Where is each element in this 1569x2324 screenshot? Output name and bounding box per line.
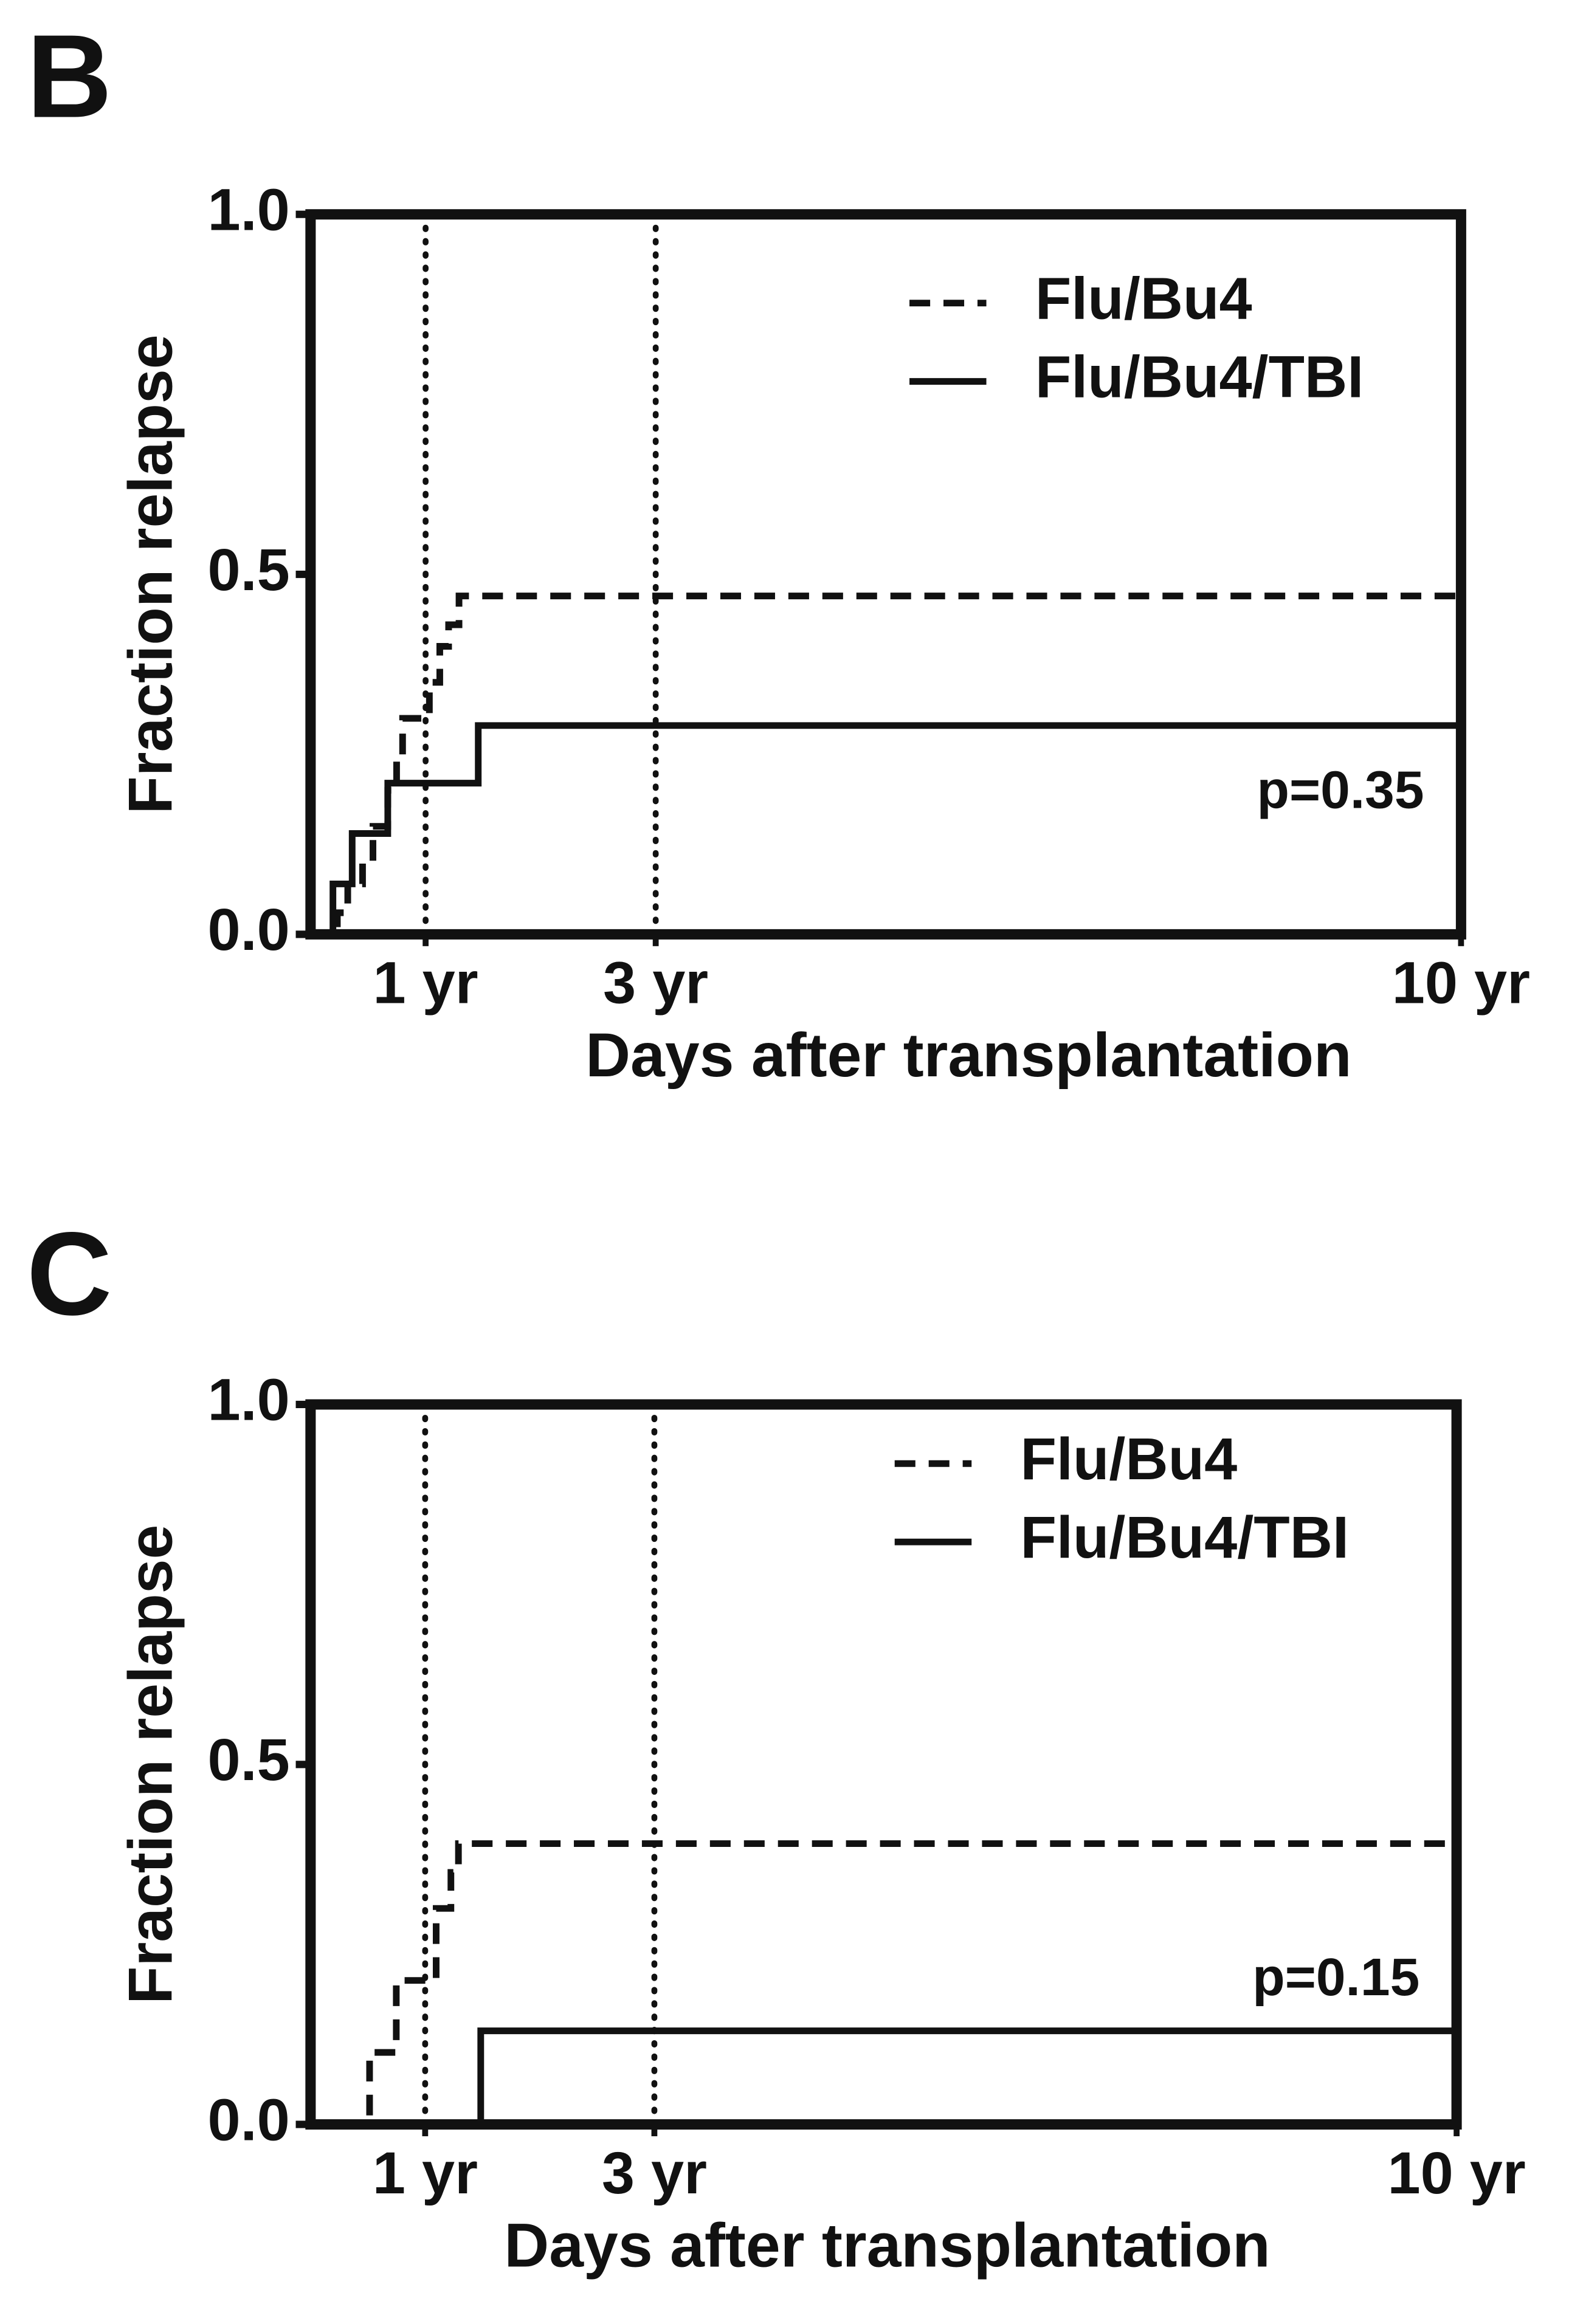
x-axis-label: Days after transplantation — [504, 2210, 1270, 2280]
plot-frame — [305, 1399, 1462, 2130]
y-tick-label: 0.0 — [208, 896, 290, 963]
x-tick-label: 3 yr — [602, 2140, 707, 2206]
panel-letter: B — [27, 10, 112, 142]
annotation: p=0.15 — [1252, 1947, 1419, 2007]
x-tick-label: 10 yr — [1392, 950, 1530, 1016]
legend-label: Flu/Bu4 — [1020, 1426, 1237, 1492]
x-tick-label: 1 yr — [373, 950, 478, 1016]
plot-frame — [305, 209, 1466, 940]
x-tick-label: 3 yr — [603, 950, 708, 1016]
panel-letter: C — [27, 1208, 112, 1340]
y-tick-label: 0.5 — [208, 1727, 290, 1793]
x-axis-label: Days after transplantation — [585, 1020, 1351, 1090]
series-line — [310, 1840, 1457, 2128]
x-tick-label: 10 yr — [1387, 2140, 1525, 2206]
series-line — [310, 593, 1461, 938]
legend-label: Flu/Bu4/TBI — [1020, 1504, 1349, 1570]
x-tick-label: 1 yr — [373, 2140, 478, 2206]
legend-label: Flu/Bu4 — [1035, 265, 1252, 331]
y-tick-label: 0.5 — [208, 537, 290, 603]
y-axis-label: Fraction relapse — [116, 334, 185, 814]
legend-label: Flu/Bu4/TBI — [1035, 343, 1364, 410]
annotation: p=0.35 — [1257, 760, 1424, 819]
y-tick-label: 1.0 — [208, 1367, 290, 1433]
y-tick-label: 0.0 — [208, 2086, 290, 2153]
series-line — [310, 2027, 1457, 2128]
y-tick-label: 1.0 — [208, 176, 290, 242]
series-line — [310, 722, 1461, 938]
y-axis-label: Fraction relapse — [116, 1525, 185, 2004]
